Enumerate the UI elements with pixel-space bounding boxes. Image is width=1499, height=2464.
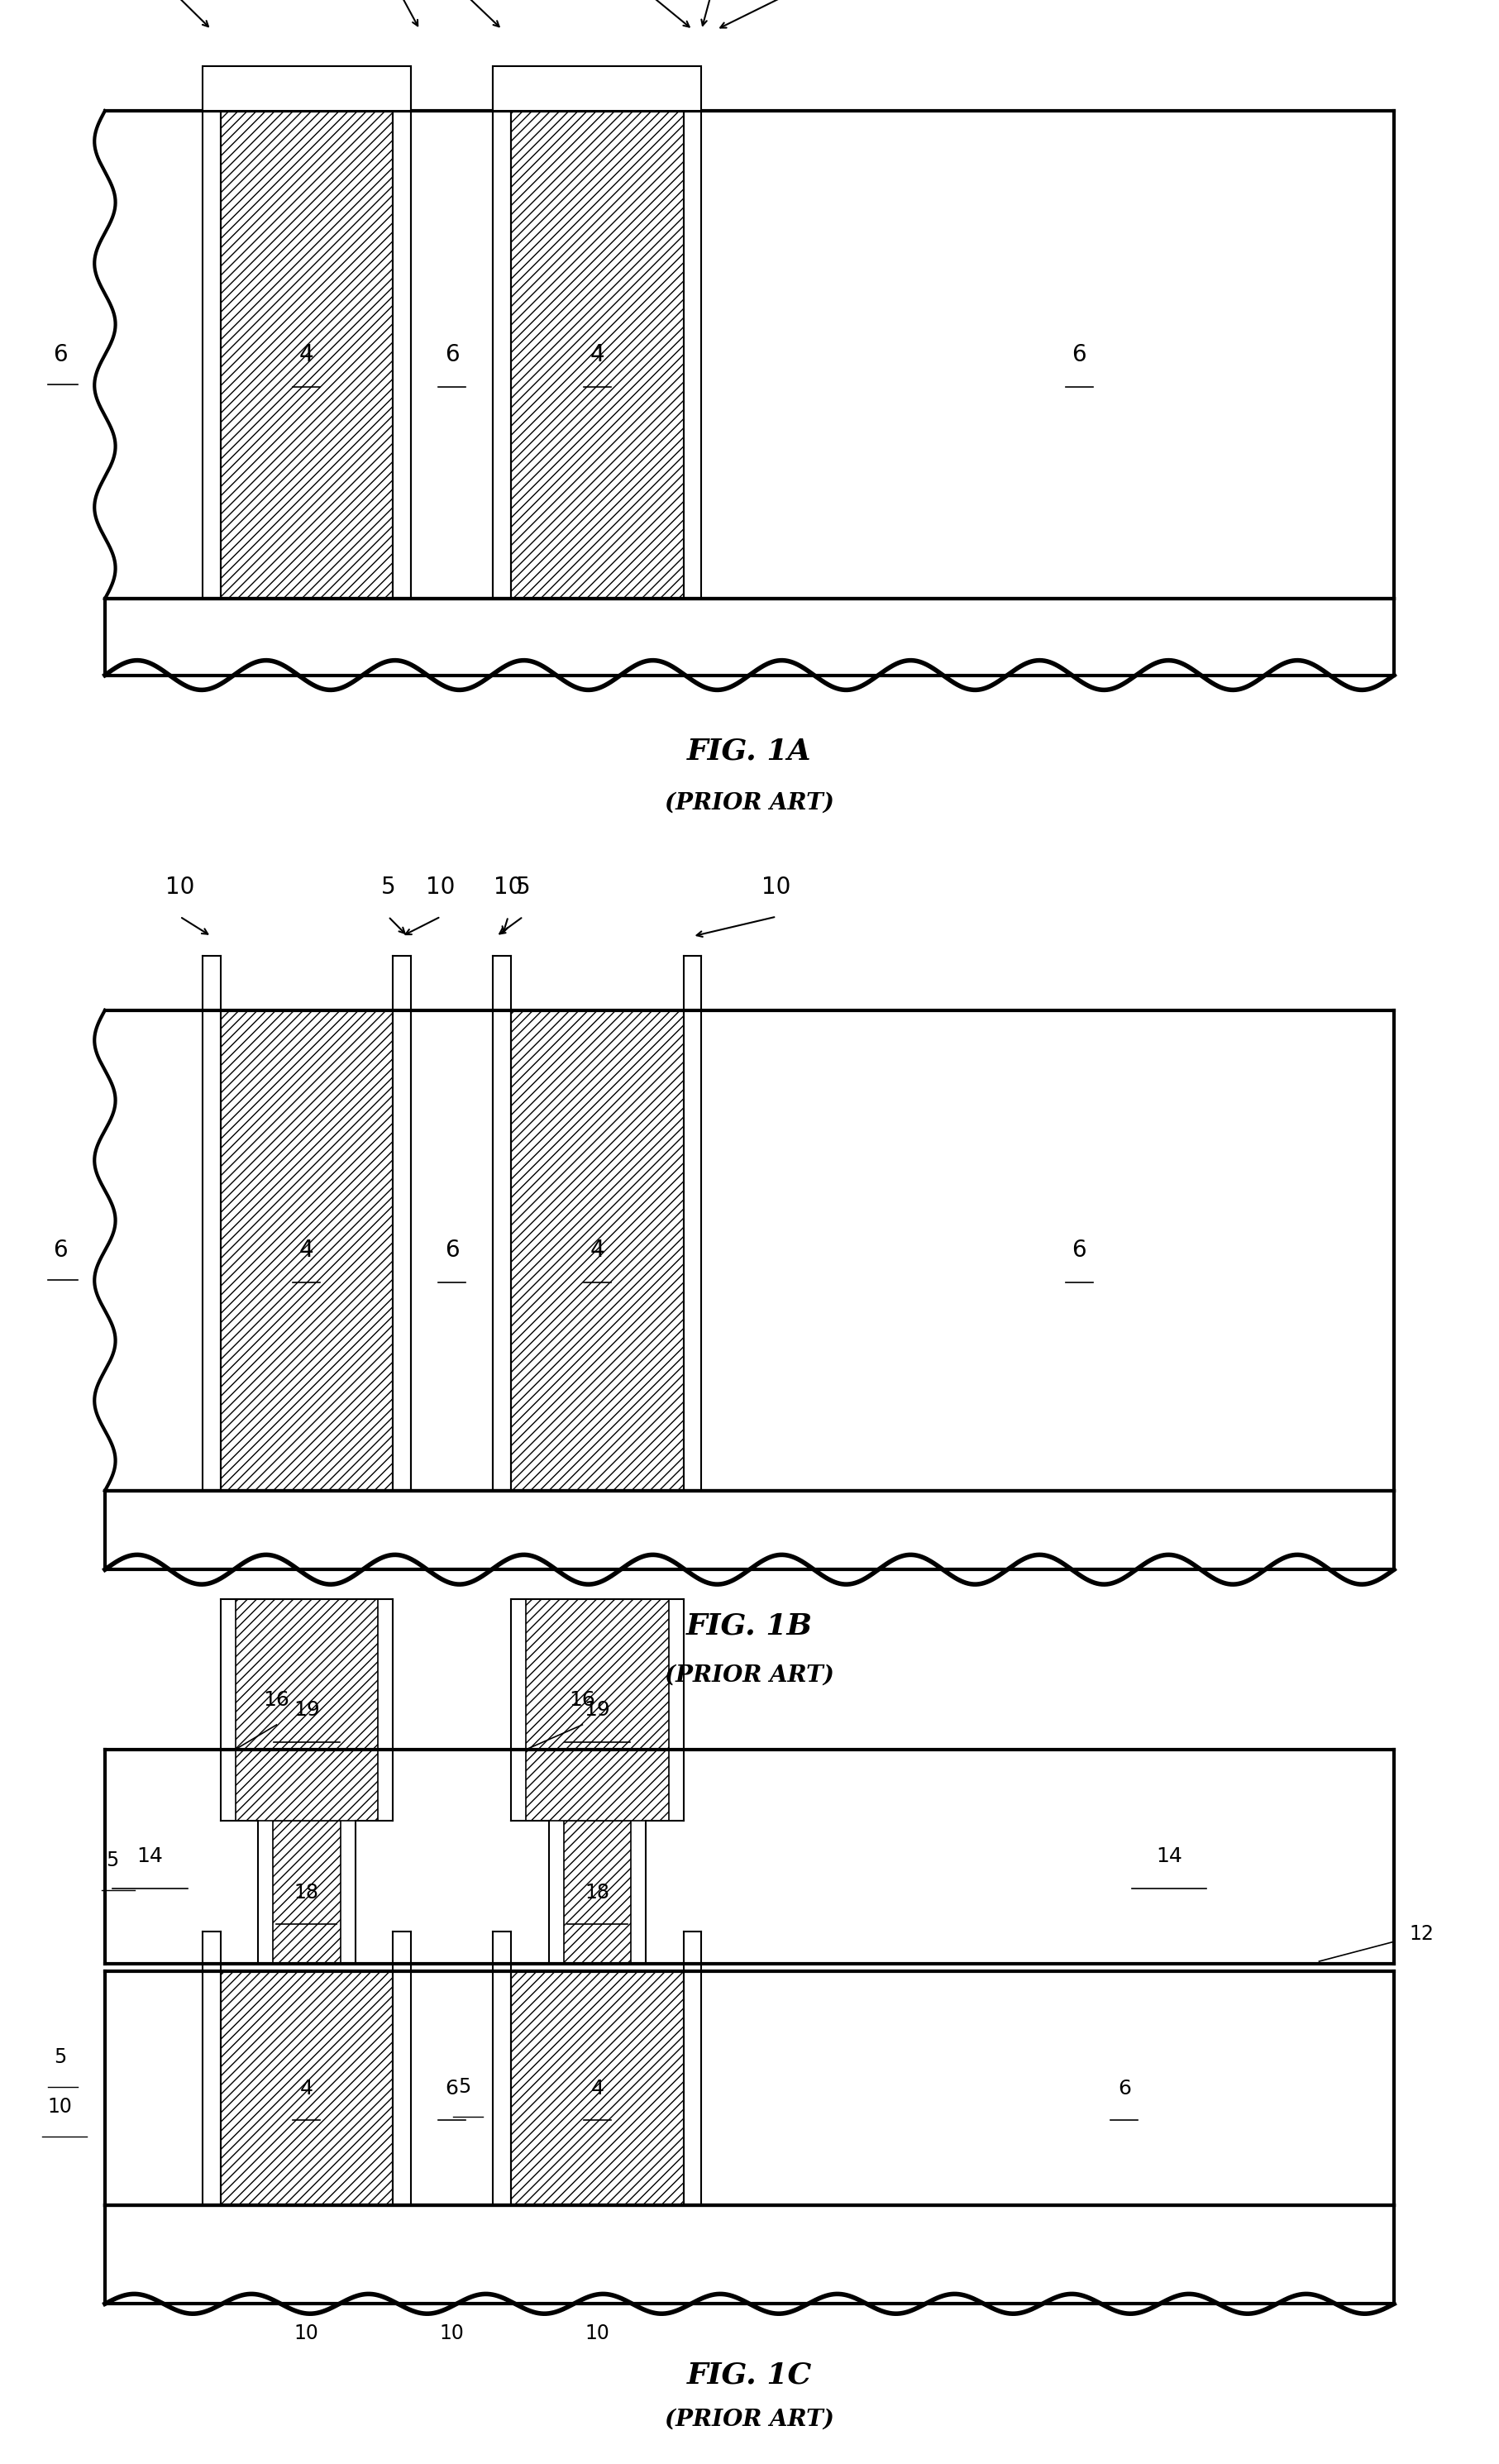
Text: 18: 18 (585, 1882, 610, 1902)
Text: 10: 10 (439, 2324, 465, 2343)
Text: 4: 4 (591, 1239, 604, 1262)
Bar (220, 1971, 393, 2205)
Text: (PRIOR ART): (PRIOR ART) (664, 1663, 835, 1688)
Text: (PRIOR ART): (PRIOR ART) (664, 791, 835, 816)
Text: FIG. 1A: FIG. 1A (687, 737, 812, 766)
Text: 5: 5 (106, 1850, 118, 1870)
Bar (202, 67, 411, 111)
Text: 6: 6 (445, 2077, 459, 2099)
Text: 14: 14 (1156, 1846, 1183, 1868)
Text: 5: 5 (381, 875, 396, 899)
Text: 6: 6 (52, 1239, 67, 1262)
Text: 10: 10 (761, 875, 791, 899)
Text: 10: 10 (165, 875, 195, 899)
Text: 16: 16 (264, 1690, 289, 1710)
Bar (511, 1010, 684, 1491)
Text: 6: 6 (52, 342, 67, 367)
Text: (PRIOR ART): (PRIOR ART) (664, 2407, 835, 2432)
Text: FIG. 1C: FIG. 1C (687, 2361, 812, 2390)
Bar (220, 111, 393, 599)
Text: 10: 10 (48, 2097, 72, 2117)
Text: 14: 14 (136, 1846, 163, 1868)
Bar (511, 1971, 684, 2205)
Text: FIG. 1B: FIG. 1B (687, 1611, 812, 1641)
Text: 6: 6 (445, 1239, 459, 1262)
Bar (273, 1821, 340, 1964)
Text: 5: 5 (459, 2077, 471, 2097)
Text: 4: 4 (300, 2077, 313, 2099)
Text: 18: 18 (294, 1882, 319, 1902)
Text: 4: 4 (591, 2077, 604, 2099)
Text: 12: 12 (1409, 1924, 1433, 1944)
Text: 6: 6 (1118, 2077, 1130, 2099)
Text: 6: 6 (1072, 342, 1087, 367)
Bar (526, 1599, 669, 1821)
Text: 6: 6 (1072, 1239, 1087, 1262)
Text: 5: 5 (516, 875, 531, 899)
Bar (235, 1599, 378, 1821)
Text: 4: 4 (300, 342, 313, 367)
Bar (493, 67, 702, 111)
Text: 19: 19 (294, 1700, 319, 1720)
Text: 10: 10 (294, 2324, 319, 2343)
Text: 10: 10 (426, 875, 456, 899)
Bar (564, 1821, 631, 1964)
Text: 10: 10 (493, 875, 523, 899)
Bar (511, 111, 684, 599)
Text: 10: 10 (585, 2324, 610, 2343)
Text: 4: 4 (300, 1239, 313, 1262)
Bar (220, 1010, 393, 1491)
Text: 16: 16 (570, 1690, 595, 1710)
Text: 5: 5 (54, 2048, 66, 2067)
Text: 6: 6 (445, 342, 459, 367)
Text: 4: 4 (591, 342, 604, 367)
Text: 19: 19 (585, 1700, 610, 1720)
